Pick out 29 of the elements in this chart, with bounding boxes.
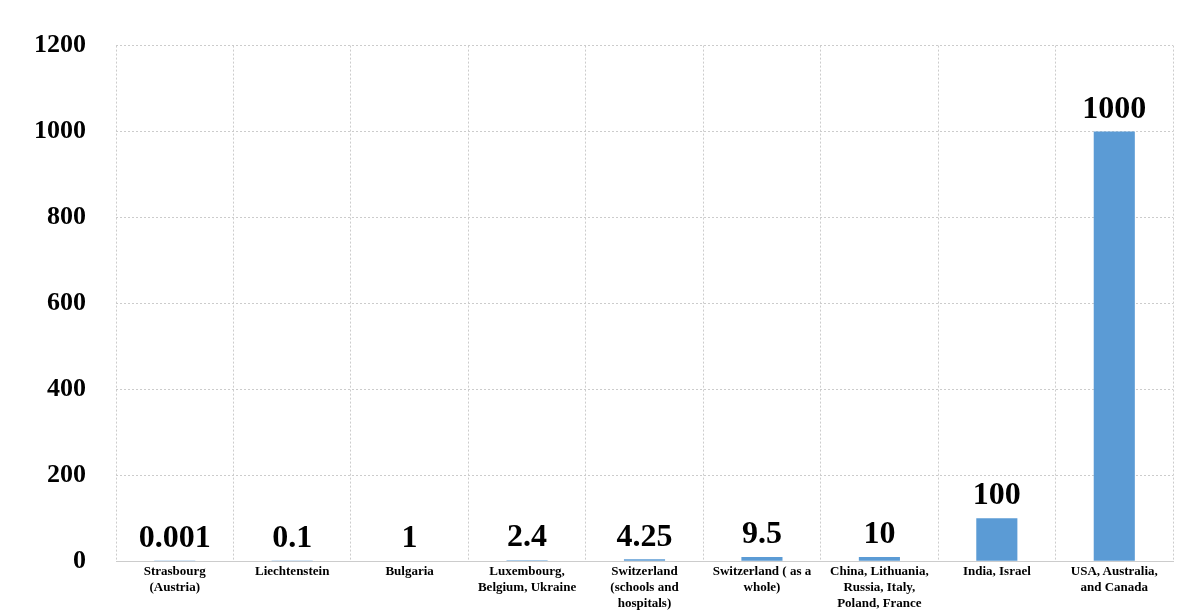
x-tick-label: Luxembourg, Belgium, Ukraine [477,563,577,594]
x-tick-label: Switzerland (schools and hospitals) [610,563,680,610]
data-label: 1000 [1082,88,1147,125]
data-label: 100 [972,475,1021,512]
bar [741,557,783,561]
bar [1093,131,1135,561]
y-tick-label: 600 [47,287,86,317]
y-tick-label: 0 [73,544,86,574]
x-tick-label: China, Lithuania, Russia, Italy, Poland, France [830,563,929,610]
x-tick-label: Strasbourg (Austria) [143,563,207,594]
data-label: 9.5 [741,514,782,551]
y-tick-label: 400 [47,373,86,403]
data-label: 1 [401,518,418,555]
data-label: 2.4 [507,517,548,554]
bar [858,556,900,561]
x-tick-label: USA, Australia, and Canada [1070,563,1158,594]
data-label: 4.25 [616,516,673,553]
data-label: 0.001 [138,518,211,555]
x-tick-label: Switzerland ( as a whole) [712,563,812,594]
data-label: 0.1 [272,518,313,555]
y-tick-label: 200 [47,458,86,488]
data-label: 10 [863,514,896,551]
bar [976,518,1018,561]
y-tick-label: 1200 [34,29,86,59]
x-tick-label: Bulgaria [385,563,435,579]
x-tick-label: India, Israel [962,563,1032,579]
y-tick-label: 800 [47,201,86,231]
y-tick-label: 1000 [34,115,86,145]
x-tick-label: Liechtenstein [254,563,331,579]
